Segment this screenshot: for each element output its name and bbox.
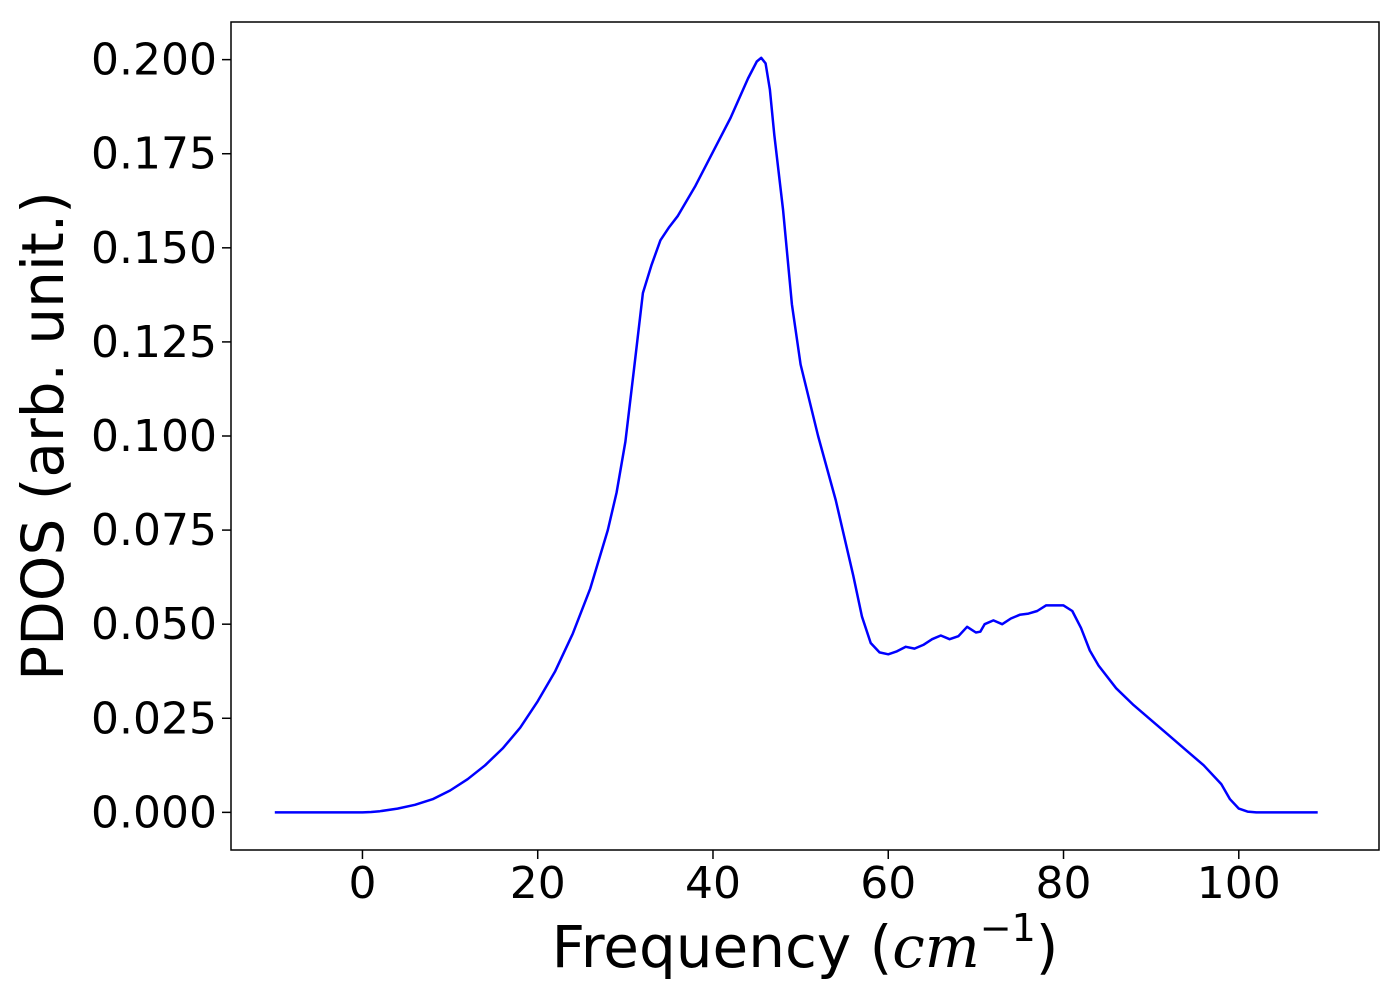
y-tick-label: 0.050 bbox=[91, 599, 217, 650]
x-tick-label: 40 bbox=[685, 858, 741, 909]
x-axis-ticks: 0 20 40 60 80 100 bbox=[348, 850, 1281, 909]
y-tick-label: 0.100 bbox=[91, 411, 217, 462]
x-axis-label: Frequency (cm−1) bbox=[552, 906, 1059, 981]
pdos-line bbox=[274, 56, 1318, 814]
x-tick-label: 80 bbox=[1036, 858, 1092, 909]
y-axis-ticks: 0.000 0.025 0.050 0.075 0.100 0.125 0.150 0.175… bbox=[91, 35, 231, 838]
x-tick-label: 60 bbox=[860, 858, 916, 909]
y-tick-label: 0.000 bbox=[91, 787, 217, 838]
y-tick-label: 0.175 bbox=[91, 129, 217, 180]
y-tick-label: 0.200 bbox=[91, 35, 217, 86]
y-tick-label: 0.025 bbox=[91, 693, 217, 744]
y-tick-label: 0.125 bbox=[91, 317, 217, 368]
plot-frame bbox=[230, 21, 1380, 851]
x-tick-label: 100 bbox=[1197, 858, 1281, 909]
y-tick-label: 0.075 bbox=[91, 505, 217, 556]
x-axis-label-text: Frequency bbox=[552, 913, 852, 981]
x-axis-unit-exponent: −1 bbox=[980, 906, 1036, 950]
x-tick-label: 20 bbox=[510, 858, 566, 909]
series-layer bbox=[274, 56, 1318, 814]
y-tick-label: 0.150 bbox=[91, 223, 217, 274]
x-tick-label: 0 bbox=[348, 858, 376, 909]
x-axis-unit: cm bbox=[892, 913, 979, 981]
y-axis-label: PDOS (arb. unit.) bbox=[9, 191, 77, 681]
